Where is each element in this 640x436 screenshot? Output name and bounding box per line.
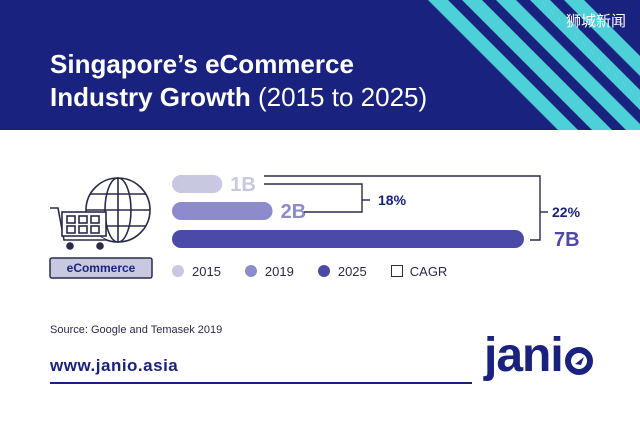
bar-label-2025: 7B [554, 229, 580, 251]
footer-divider [50, 382, 472, 384]
logo-o-arrow-icon [565, 347, 593, 375]
website-link[interactable]: www.janio.asia [50, 356, 179, 375]
legend: 2015 2019 2025 CAGR [172, 262, 471, 280]
logo-wordmark: jani [484, 329, 564, 382]
legend-swatch-2015 [172, 265, 184, 277]
title-line-2: Industry Growth [50, 82, 251, 112]
legend-label-2025: 2025 [337, 263, 367, 279]
legend-item-2015: 2015 [172, 264, 221, 279]
legend-label-2019: 2019 [264, 263, 294, 279]
decorative-stripes [428, 0, 640, 130]
shopping-cart-globe-icon [50, 177, 151, 250]
bar-label-2015: 1B [230, 174, 256, 196]
title-date-range: (2015 to 2025) [258, 82, 428, 112]
legend-item-2025: 2025 [317, 263, 367, 279]
legend-swatch-cagr [390, 265, 403, 277]
source-note: Source: Google and Temasek 2019 [50, 324, 223, 336]
bar-2015 [172, 175, 223, 193]
watermark: 狮城新闻 [565, 12, 626, 30]
legend-item-2019: 2019 [244, 263, 294, 279]
bars-group: 1B 2B 7B [172, 174, 580, 251]
cagr-brackets [264, 175, 548, 241]
legend-label-2015: 2015 [192, 263, 221, 279]
page-title: Singapore’s eCommerce Industry Growth (2… [50, 48, 427, 114]
janio-logo: jani [484, 330, 594, 390]
bar-2019 [172, 202, 273, 220]
cagr-18-label: 18% [378, 192, 407, 208]
cagr-18-bracket [264, 183, 363, 213]
growth-chart: eCommerce 1B 2B 7B 18% 22% [49, 174, 581, 279]
header-banner: 狮城新闻 Singapore’s eCommerce Industry Grow… [0, 0, 640, 130]
title-line-1: Singapore’s eCommerce [50, 49, 354, 79]
bar-2025 [172, 230, 524, 248]
cagr-22-label: 22% [552, 204, 581, 220]
bar-label-2019: 2B [281, 201, 307, 223]
cagr-22-bracket [264, 175, 541, 241]
legend-swatch-2025 [317, 265, 330, 277]
ecommerce-label-box [49, 257, 153, 279]
ecommerce-label: eCommerce [67, 261, 136, 275]
legend-swatch-2019 [244, 265, 257, 277]
legend-item-cagr: CAGR [390, 263, 448, 279]
legend-label-cagr: CAGR [409, 263, 448, 279]
